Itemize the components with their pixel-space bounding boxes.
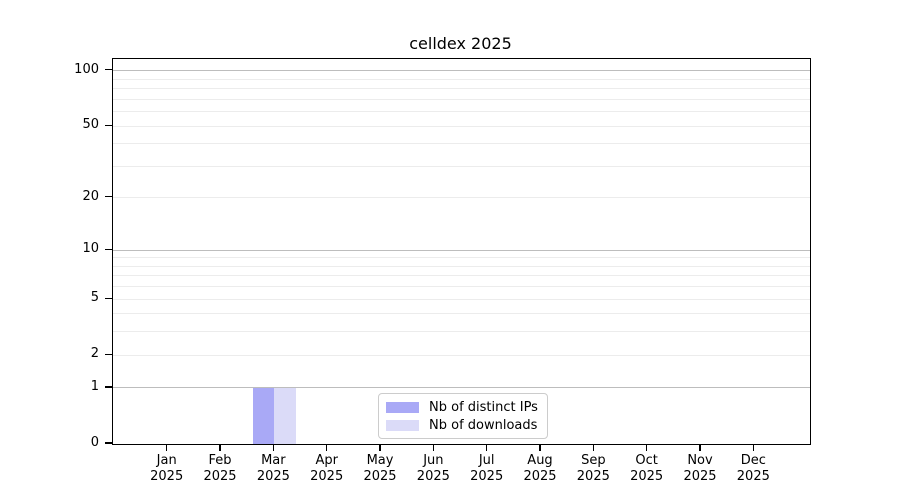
legend-swatch-distinct-ips xyxy=(386,401,419,413)
x-tick-label: Aug 2025 xyxy=(523,453,557,484)
y-tick-label: 2 xyxy=(90,346,99,362)
x-tick-mark xyxy=(699,444,701,451)
y-gridline-minor xyxy=(113,143,810,145)
y-tick-label: 50 xyxy=(82,117,99,133)
y-gridline-minor xyxy=(113,78,810,80)
x-tick-mark xyxy=(752,444,754,451)
y-gridline-minor xyxy=(113,265,810,267)
y-tick-mark xyxy=(105,248,112,250)
x-tick-label: Jun 2025 xyxy=(416,453,450,484)
legend-item-distinct-ips: Nb of distinct IPs xyxy=(386,398,538,416)
y-gridline-minor xyxy=(113,298,810,300)
legend-item-downloads: Nb of downloads xyxy=(386,416,538,434)
x-axis: Jan 2025 Feb 2025 Mar 2025 Apr 2025 May 2025… xyxy=(112,444,809,494)
x-tick-mark xyxy=(166,444,168,451)
y-gridline-minor xyxy=(113,286,810,288)
x-tick-label: Sep 2025 xyxy=(576,453,610,484)
x-tick-mark xyxy=(326,444,328,451)
y-tick-mark xyxy=(105,196,112,198)
legend-label-distinct-ips: Nb of distinct IPs xyxy=(429,399,538,415)
legend: Nb of distinct IPs Nb of downloads xyxy=(378,393,548,439)
y-gridline-minor xyxy=(113,165,810,167)
y-tick-mark xyxy=(105,69,112,71)
chart-title: celldex 2025 xyxy=(409,34,512,53)
y-tick-mark xyxy=(105,386,112,388)
y-gridline-minor xyxy=(113,257,810,259)
x-tick-mark xyxy=(432,444,434,451)
x-tick-mark xyxy=(539,444,541,451)
x-tick-label: Apr 2025 xyxy=(310,453,344,484)
y-gridline-minor xyxy=(113,88,810,90)
y-tick-mark xyxy=(105,353,112,355)
x-tick-label: Nov 2025 xyxy=(683,453,717,484)
y-tick-mark xyxy=(105,442,112,444)
legend-label-downloads: Nb of downloads xyxy=(429,417,538,433)
x-tick-label: Feb 2025 xyxy=(203,453,237,484)
y-gridline-minor xyxy=(113,111,810,113)
legend-swatch-downloads xyxy=(386,419,419,431)
x-tick-label: Jan 2025 xyxy=(150,453,184,484)
x-tick-label: Jul 2025 xyxy=(470,453,504,484)
x-tick-mark xyxy=(486,444,488,451)
x-tick-mark xyxy=(379,444,381,451)
y-gridline-major xyxy=(113,387,810,389)
gridlines xyxy=(113,59,810,444)
y-gridline-minor xyxy=(113,275,810,277)
x-tick-mark xyxy=(272,444,274,451)
y-gridline-minor xyxy=(113,354,810,356)
y-tick-mark xyxy=(105,297,112,299)
x-tick-label: May 2025 xyxy=(363,453,397,484)
bar-nb-of-downloads xyxy=(274,387,296,444)
x-tick-mark xyxy=(592,444,594,451)
bar-nb-of-distinct-ips xyxy=(252,387,275,444)
y-tick-label: 1 xyxy=(90,378,99,394)
y-gridline-minor xyxy=(113,331,810,333)
y-gridline-minor xyxy=(113,125,810,127)
y-gridline-minor xyxy=(113,197,810,199)
plot-area: Nb of distinct IPs Nb of downloads xyxy=(112,58,811,445)
y-gridline-major xyxy=(113,70,810,72)
x-tick-label: Oct 2025 xyxy=(630,453,664,484)
y-tick-label: 100 xyxy=(74,61,99,77)
y-tick-label: 5 xyxy=(90,290,99,306)
x-tick-mark xyxy=(219,444,221,451)
x-tick-label: Mar 2025 xyxy=(256,453,290,484)
x-tick-mark xyxy=(646,444,648,451)
y-tick-mark xyxy=(105,124,112,126)
y-tick-label: 0 xyxy=(90,435,99,450)
y-axis: 0 1 2 5 10 20 50 100 xyxy=(0,58,112,450)
y-gridline-major xyxy=(113,249,810,251)
y-tick-label: 10 xyxy=(82,241,99,257)
bars xyxy=(113,59,810,444)
x-tick-label: Dec 2025 xyxy=(736,453,770,484)
y-gridline-minor xyxy=(113,313,810,315)
y-tick-label: 20 xyxy=(82,188,99,204)
y-gridline-minor xyxy=(113,98,810,100)
